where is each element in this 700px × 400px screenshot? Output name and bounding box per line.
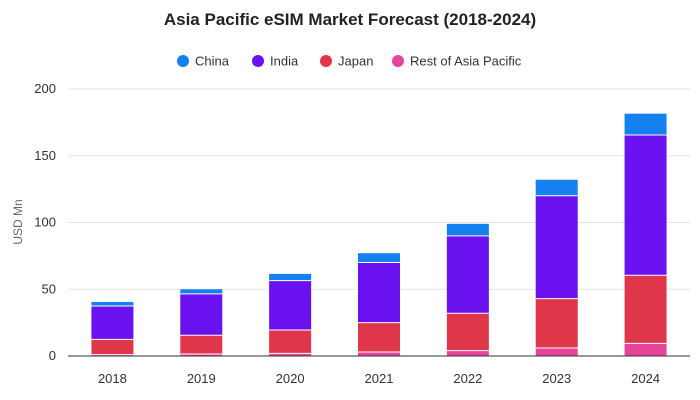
legend-label: China xyxy=(195,54,230,69)
bar-segment-rest-of-asia-pacific xyxy=(180,353,223,356)
bar-segment-rest-of-asia-pacific xyxy=(535,347,578,356)
bar-segment-rest-of-asia-pacific xyxy=(446,350,489,356)
bars xyxy=(91,113,667,356)
bar-segment-rest-of-asia-pacific xyxy=(358,351,400,356)
bar-segment-china xyxy=(91,301,134,306)
x-tick-label: 2023 xyxy=(542,371,571,386)
bar-segment-china xyxy=(446,223,489,236)
x-tick-label: 2019 xyxy=(187,371,216,386)
x-axis: 2018 2019 2020 2021 2022 2023 2024 xyxy=(68,355,690,386)
bar-segment-india xyxy=(180,293,223,336)
legend-label: Japan xyxy=(338,54,373,69)
bar-segment-japan xyxy=(269,329,312,354)
bar-segment-rest-of-asia-pacific xyxy=(269,353,312,356)
y-axis: 0 50 100 150 200 xyxy=(34,81,56,363)
bar-segment-india xyxy=(535,195,578,299)
bar-segment-india xyxy=(269,280,312,330)
legend-label: India xyxy=(270,54,299,69)
chart-title: Asia Pacific eSIM Market Forecast (2018-… xyxy=(164,10,536,29)
x-tick-label: 2021 xyxy=(365,371,394,386)
bar-segment-rest-of-asia-pacific xyxy=(91,354,134,356)
legend-label: Rest of Asia Pacific xyxy=(410,54,522,69)
bar-segment-india xyxy=(624,135,667,276)
bar-segment-china xyxy=(535,179,578,196)
bar-segment-japan xyxy=(446,313,489,351)
legend-marker xyxy=(177,55,189,67)
x-tick-label: 2022 xyxy=(453,371,482,386)
y-tick-label: 100 xyxy=(34,215,56,230)
y-tick-label: 0 xyxy=(49,348,56,363)
bar-segment-japan xyxy=(91,339,134,355)
y-axis-label: USD Mn xyxy=(11,199,25,244)
y-tick-label: 50 xyxy=(42,281,56,296)
bar-segment-china xyxy=(358,253,400,263)
legend-marker xyxy=(392,55,404,67)
bar-segment-india xyxy=(358,262,400,323)
bar-segment-japan xyxy=(180,335,223,354)
y-tick-label: 200 xyxy=(34,81,56,96)
bar-segment-china xyxy=(180,289,223,294)
bar-segment-japan xyxy=(358,322,400,352)
x-tick-label: 2024 xyxy=(631,371,660,386)
legend-marker xyxy=(320,55,332,67)
legend: China India Japan Rest of Asia Pacific xyxy=(177,54,522,69)
bar-segment-india xyxy=(91,305,134,340)
bar-segment-rest-of-asia-pacific xyxy=(624,343,667,356)
bar-segment-china xyxy=(624,113,667,136)
bar-segment-india xyxy=(446,235,489,314)
bar-segment-japan xyxy=(624,275,667,344)
x-tick-label: 2020 xyxy=(276,371,305,386)
y-tick-label: 150 xyxy=(34,148,56,163)
legend-marker xyxy=(252,55,264,67)
bar-segment-japan xyxy=(535,298,578,348)
bar-segment-china xyxy=(269,273,312,281)
x-tick-label: 2018 xyxy=(98,371,127,386)
